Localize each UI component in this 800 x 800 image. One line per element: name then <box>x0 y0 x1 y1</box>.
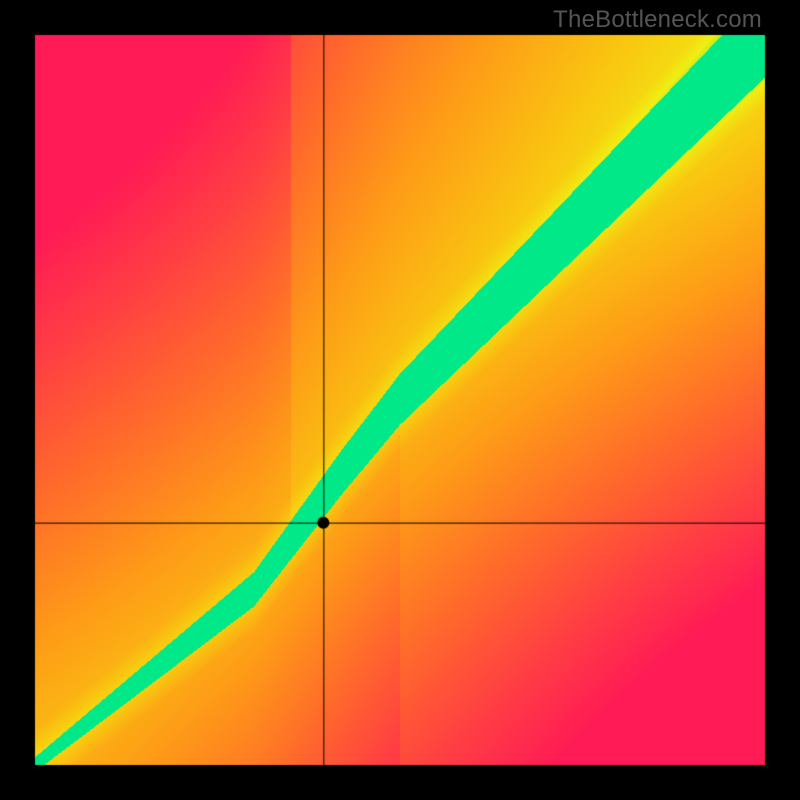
watermark-text: TheBottleneck.com <box>553 6 762 34</box>
chart-container: TheBottleneck.com <box>0 0 800 800</box>
bottleneck-heatmap-canvas <box>0 0 800 800</box>
